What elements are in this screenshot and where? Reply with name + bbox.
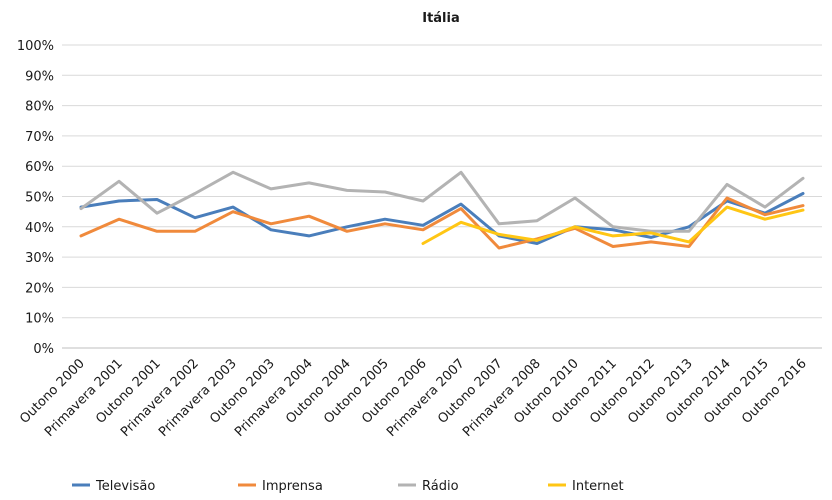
series-line-1 bbox=[79, 196, 805, 250]
y-tick-label: 10% bbox=[25, 312, 54, 327]
series-line-2 bbox=[79, 170, 805, 233]
y-tick-label: 0% bbox=[33, 342, 54, 357]
x-tick-label: Outono 2000 bbox=[17, 356, 88, 427]
y-tick-label: 50% bbox=[25, 191, 54, 206]
y-tick-label: 80% bbox=[25, 100, 54, 115]
y-axis-ticks: 0% 10% 20% 30% 40% 50% 60% 70% 80% 90% 100% bbox=[17, 39, 54, 357]
y-tick-label: 40% bbox=[25, 221, 54, 236]
legend-label: Rádio bbox=[422, 479, 459, 494]
y-tick-label: 20% bbox=[25, 281, 54, 296]
legend-label: Internet bbox=[572, 479, 624, 494]
y-tick-label: 70% bbox=[25, 130, 54, 145]
y-tick-label: 100% bbox=[17, 39, 54, 54]
y-tick-label: 60% bbox=[25, 160, 54, 175]
series-lines bbox=[79, 170, 805, 250]
chart-title: Itália bbox=[422, 11, 460, 26]
gridlines bbox=[62, 44, 822, 349]
series-line-0 bbox=[79, 192, 805, 245]
legend: Televisão Imprensa Rádio Internet bbox=[72, 479, 624, 494]
series-line-3 bbox=[421, 205, 805, 245]
legend-label: Imprensa bbox=[262, 479, 323, 494]
y-tick-label: 90% bbox=[25, 69, 54, 84]
y-tick-label: 30% bbox=[25, 251, 54, 266]
legend-label: Televisão bbox=[95, 479, 155, 494]
